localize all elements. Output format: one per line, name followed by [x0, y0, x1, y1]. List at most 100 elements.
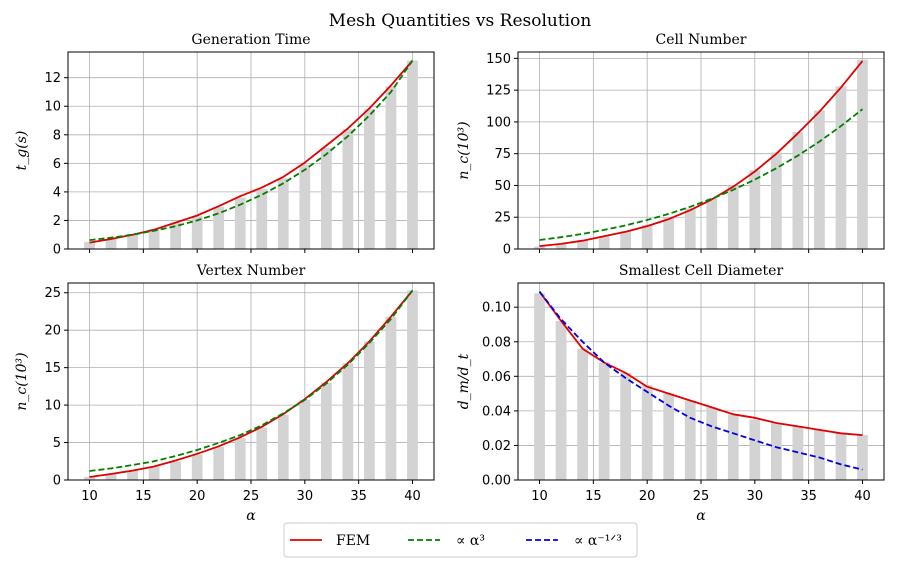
series-line-cubic [89, 60, 414, 241]
bar [127, 470, 138, 480]
bar [727, 185, 739, 249]
y-tick-label: 0 [53, 474, 61, 489]
bar [342, 363, 354, 480]
bar [577, 348, 588, 480]
bar [148, 229, 160, 249]
y-tick-label: 150 [486, 52, 511, 67]
y-tick-label: 6 [53, 157, 61, 172]
bar [641, 384, 653, 480]
bar [770, 152, 782, 249]
bar [191, 216, 203, 249]
bar [299, 399, 311, 480]
bar [770, 422, 782, 480]
bar [749, 419, 761, 480]
y-tick-label: 10 [44, 100, 61, 115]
bar [706, 198, 718, 249]
panel-smallest-cell-diameter: 10 15 20 25 30 35 40 0.00 0.02 0.04 0.06 0.08 0.10 Sm… [456, 263, 885, 524]
bar [598, 236, 610, 249]
legend-label-inverse-cube-root: ∝ α⁻¹ᐟ³ [574, 533, 622, 549]
bar [727, 414, 739, 480]
panel-title: Vertex Number [196, 263, 306, 279]
y-tick-label: 50 [494, 179, 511, 194]
y-tick-label: 5 [53, 436, 61, 451]
series-line-inverse-cube-root [538, 291, 863, 471]
bar [385, 86, 397, 250]
bar [577, 240, 588, 249]
bar [620, 372, 632, 480]
bar [191, 454, 203, 480]
panel-generation-time: 0 2 4 6 8 10 12 Generation Time t_g(s) [14, 32, 435, 258]
series-line-fem [539, 60, 864, 247]
x-tick-label: 10 [81, 489, 98, 504]
legend-label-fem: FEM [336, 533, 370, 549]
y-axis-label: n_c(10³) [14, 352, 30, 410]
bar [857, 435, 868, 480]
bar [555, 243, 567, 249]
y-tick-label: 0.06 [482, 370, 511, 385]
x-axis-label: α [246, 508, 256, 524]
panel-title: Generation Time [191, 32, 310, 48]
bar [320, 382, 332, 480]
bar [814, 110, 825, 250]
bar [213, 447, 225, 480]
bar [792, 132, 804, 249]
bar [857, 59, 868, 249]
y-tick-label: 0.10 [482, 301, 511, 316]
x-tick-label: 35 [800, 489, 817, 504]
bar [641, 224, 653, 249]
panel-cell-number: 0 25 50 75 100 125 150 Cell Number n_c(10³) [456, 32, 885, 258]
bar [407, 60, 418, 249]
panel-vertex-number: 10 15 20 25 30 35 40 0 5 10 15 20 25 Vertex Number n_c… [14, 263, 435, 524]
legend-frame [283, 522, 638, 558]
bar [277, 414, 289, 480]
panel-title: Smallest Cell Diameter [619, 263, 784, 279]
bar [342, 129, 354, 249]
bar [170, 461, 182, 480]
y-tick-label: 125 [486, 84, 511, 99]
y-axis-label: t_g(s) [14, 131, 30, 171]
figure-title: Mesh Quantities vs Resolution [329, 11, 592, 31]
bar [299, 164, 311, 249]
bar [84, 241, 95, 249]
x-tick-label: 40 [854, 489, 871, 504]
y-tick-label: 4 [53, 185, 61, 200]
bar [84, 477, 95, 480]
bar [534, 246, 545, 249]
bar [148, 466, 160, 480]
y-tick-label: 0 [53, 243, 61, 258]
series-line-fem [538, 291, 863, 436]
bar [555, 321, 567, 480]
y-axis-label: d_m/d_t [456, 353, 472, 409]
x-tick-label: 10 [531, 489, 548, 504]
bar [364, 341, 375, 480]
bar [364, 109, 375, 250]
y-tick-label: 8 [53, 128, 61, 143]
bar [256, 427, 268, 480]
y-tick-label: 0.00 [482, 474, 511, 489]
y-tick-label: 2 [53, 214, 61, 229]
bar [170, 222, 182, 249]
y-tick-label: 12 [44, 71, 61, 86]
bar [663, 217, 675, 249]
bar [835, 433, 847, 480]
x-axis-label: α [696, 508, 706, 524]
bar [534, 293, 545, 480]
legend-label-cubic: ∝ α³ [456, 533, 485, 549]
bar [320, 147, 332, 249]
x-tick-label: 25 [693, 489, 710, 504]
bar [684, 208, 696, 249]
y-tick-label: 25 [494, 211, 511, 226]
bar [684, 400, 696, 480]
bar [663, 393, 675, 480]
bar [127, 234, 138, 249]
series-line-fem [89, 289, 414, 478]
bar [620, 231, 632, 249]
bar [256, 189, 268, 249]
x-tick-label: 40 [404, 489, 421, 504]
legend: FEM ∝ α³ ∝ α⁻¹ᐟ³ [283, 522, 638, 558]
bar [105, 474, 117, 480]
x-tick-label: 20 [189, 489, 206, 504]
y-tick-label: 100 [486, 115, 511, 130]
bar [706, 407, 718, 480]
